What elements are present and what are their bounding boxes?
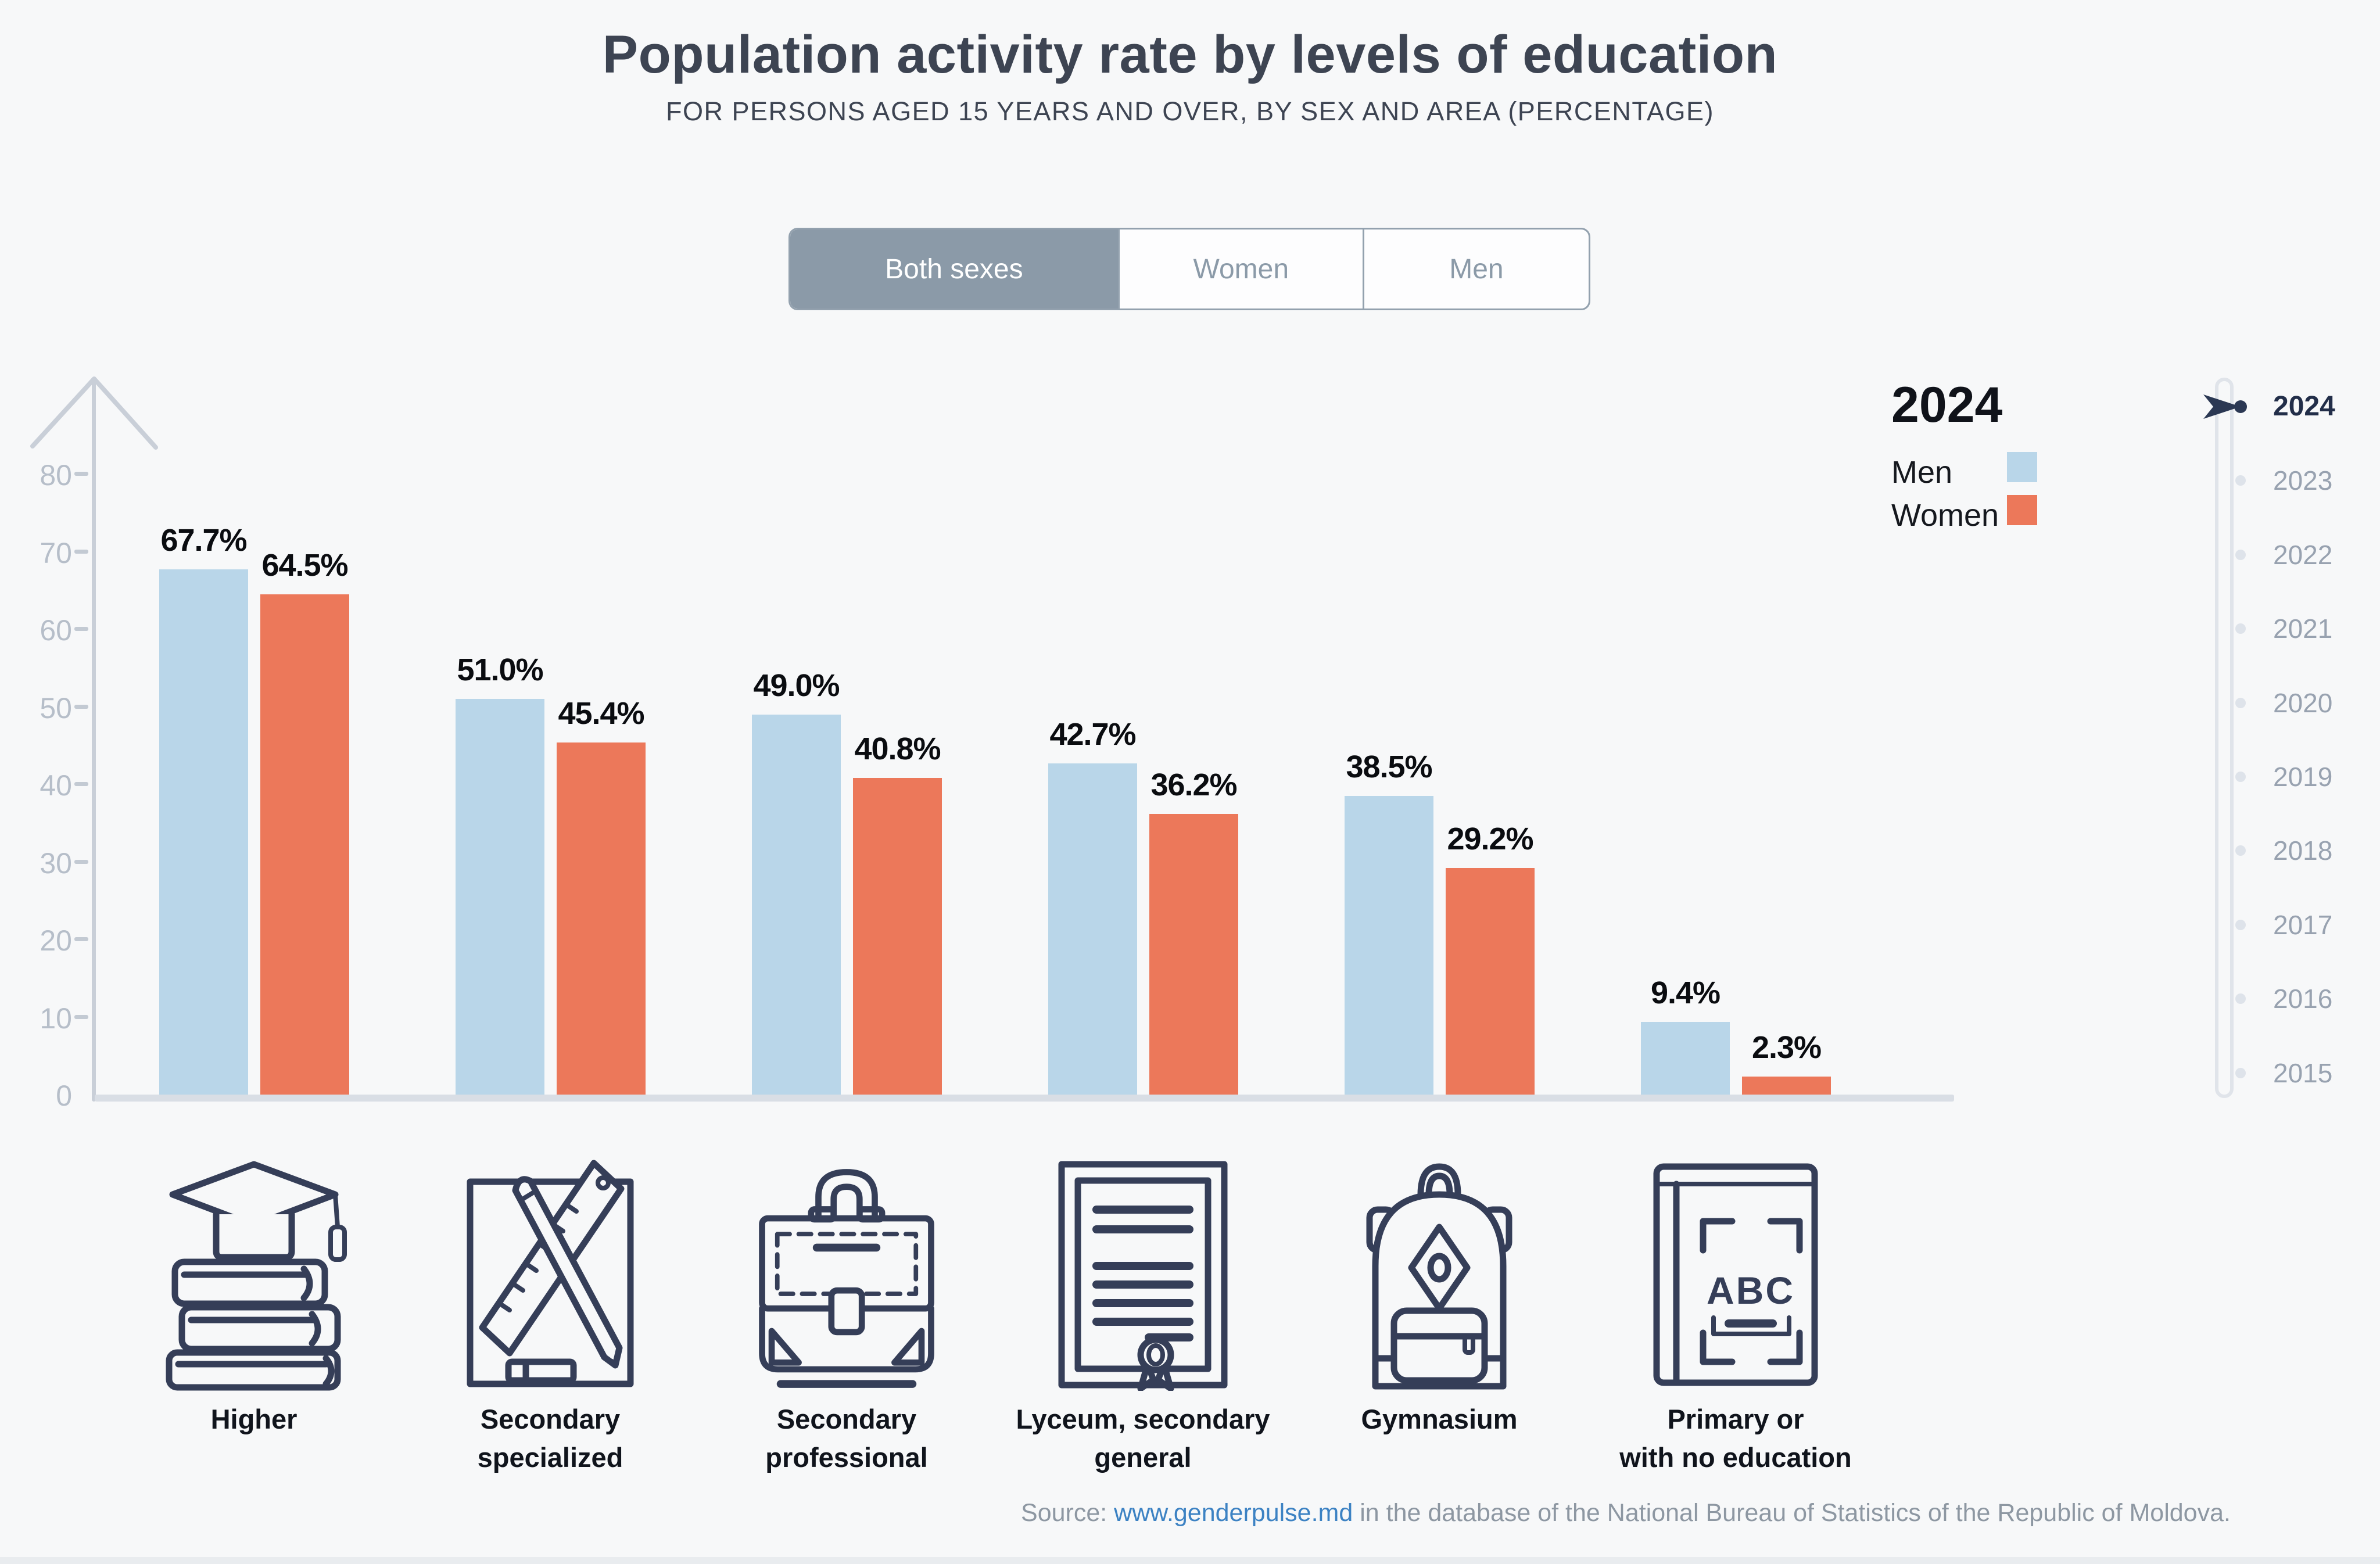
y-tick-label-70: 70: [40, 536, 72, 569]
abc-book-icon: ABC: [1643, 1158, 1829, 1391]
y-tick-label-40: 40: [40, 769, 72, 802]
y-tick-label-0: 0: [56, 1079, 72, 1112]
sex-filter-tabs: Both sexes Women Men: [788, 228, 1590, 310]
source-suffix: in the database of the National Bureau o…: [1353, 1499, 2231, 1527]
bar-value-men-6: 9.4%: [1650, 975, 1721, 1010]
bottom-strip: [0, 1557, 2380, 1564]
y-tick-label-60: 60: [40, 614, 72, 647]
timeline-dot-2017[interactable]: [2235, 919, 2246, 930]
bar-men-1[interactable]: [159, 569, 248, 1095]
y-tick-mark-80: [74, 472, 88, 476]
category-label-5: Gymnasium: [1361, 1404, 1518, 1434]
bar-value-men-3: 49.0%: [753, 668, 840, 703]
legend-men-label: Men: [1891, 455, 1953, 490]
y-tick-mark-20: [74, 937, 88, 941]
category-label-4: Lyceum, secondary general: [1016, 1404, 1270, 1473]
timeline-year-2017[interactable]: 2017: [2273, 909, 2333, 940]
tab-both-sexes[interactable]: Both sexes: [790, 229, 1118, 309]
bar-value-men-5: 38.5%: [1346, 749, 1432, 784]
y-tick-label-30: 30: [40, 846, 72, 880]
bar-value-men-4: 42.7%: [1049, 717, 1136, 752]
category-label-6: Primary or with no education: [1619, 1404, 1852, 1473]
bar-value-men-1: 67.7%: [160, 523, 247, 558]
y-tick-mark-50: [74, 704, 88, 709]
bar-value-women-3: 40.8%: [854, 731, 941, 766]
timeline-year-2016[interactable]: 2016: [2273, 984, 2333, 1014]
bar-value-women-1: 64.5%: [261, 548, 348, 583]
bar-value-women-4: 36.2%: [1150, 767, 1237, 802]
timeline-dot-2024[interactable]: [2234, 400, 2247, 413]
timeline-dot-2023[interactable]: [2235, 475, 2246, 486]
bar-men-5[interactable]: [1345, 796, 1433, 1095]
y-tick-mark-10: [74, 1014, 88, 1019]
bar-women-1[interactable]: [260, 594, 349, 1095]
tab-men[interactable]: Men: [1362, 229, 1589, 309]
ruler-pencil-sheet-icon: [457, 1158, 643, 1391]
timeline-track[interactable]: [2215, 378, 2234, 1098]
timeline-dot-2015[interactable]: [2235, 1067, 2246, 1078]
legend-men-swatch: [2007, 452, 2037, 482]
bar-value-women-2: 45.4%: [558, 696, 644, 731]
bar-value-men-2: 51.0%: [457, 652, 543, 687]
timeline-year-2020[interactable]: 2020: [2273, 687, 2333, 718]
y-tick-mark-30: [74, 859, 88, 864]
bar-women-4[interactable]: [1149, 814, 1238, 1095]
y-tick-label-10: 10: [40, 1002, 72, 1035]
timeline-year-2023[interactable]: 2023: [2273, 465, 2333, 496]
timeline-year-2015[interactable]: 2015: [2273, 1057, 2333, 1088]
diploma-certificate-icon: [1050, 1158, 1236, 1392]
timeline-dot-2021[interactable]: [2235, 623, 2246, 634]
page-title: Population activity rate by levels of ed…: [602, 25, 1778, 84]
timeline-year-2022[interactable]: 2022: [2273, 539, 2333, 570]
timeline-year-2021[interactable]: 2021: [2273, 614, 2333, 644]
y-tick-label-80: 80: [40, 459, 72, 492]
books-graduation-cap-icon: [161, 1158, 347, 1391]
backpack-icon: [1346, 1158, 1532, 1391]
timeline-dot-2018[interactable]: [2235, 845, 2246, 856]
source-link[interactable]: www.genderpulse.md: [1114, 1499, 1353, 1527]
page-subtitle: FOR PERSONS AGED 15 YEARS AND OVER, BY S…: [665, 96, 1715, 126]
timeline-year-2024[interactable]: 2024: [2273, 391, 2335, 422]
bar-men-3[interactable]: [752, 715, 841, 1095]
x-axis-baseline: [95, 1095, 1954, 1102]
legend-women-swatch: [2007, 495, 2037, 525]
category-label-2: Secondary specialized: [477, 1404, 623, 1473]
svg-text:ABC: ABC: [1707, 1269, 1795, 1312]
briefcase-icon: [754, 1158, 940, 1391]
bar-men-2[interactable]: [456, 699, 544, 1095]
y-axis: [92, 379, 96, 1102]
category-label-3: Secondary professional: [765, 1404, 928, 1473]
timeline-dot-2016[interactable]: [2235, 993, 2246, 1005]
legend-year: 2024: [1891, 377, 2003, 433]
y-tick-label-20: 20: [40, 924, 72, 957]
bar-women-3[interactable]: [853, 778, 942, 1095]
y-tick-label-50: 50: [40, 691, 72, 724]
y-axis-arrow-icon: [30, 376, 158, 450]
tab-women[interactable]: Women: [1117, 229, 1363, 309]
legend-women-label: Women: [1891, 498, 1999, 533]
bar-women-2[interactable]: [557, 742, 646, 1095]
timeline-year-2018[interactable]: 2018: [2273, 835, 2333, 866]
timeline-dot-2019[interactable]: [2235, 772, 2246, 782]
y-tick-mark-70: [74, 549, 88, 554]
bar-value-women-5: 29.2%: [1447, 822, 1533, 856]
bar-women-5[interactable]: [1446, 868, 1535, 1095]
bar-men-6[interactable]: [1641, 1022, 1730, 1095]
bar-value-women-6: 2.3%: [1751, 1030, 1822, 1065]
source-line: Source: www.genderpulse.md in the databa…: [872, 1499, 2380, 1527]
y-tick-mark-60: [74, 627, 88, 631]
timeline-cursor-arrow-icon[interactable]: [2203, 394, 2241, 419]
timeline-year-2019[interactable]: 2019: [2273, 762, 2333, 792]
bar-women-6[interactable]: [1742, 1077, 1831, 1095]
timeline-dot-2022[interactable]: [2235, 549, 2246, 560]
bar-men-4[interactable]: [1048, 763, 1137, 1095]
y-tick-mark-40: [74, 782, 88, 786]
timeline-dot-2020[interactable]: [2235, 697, 2246, 708]
source-prefix: Source:: [1021, 1499, 1114, 1527]
category-label-1: Higher: [210, 1404, 298, 1434]
